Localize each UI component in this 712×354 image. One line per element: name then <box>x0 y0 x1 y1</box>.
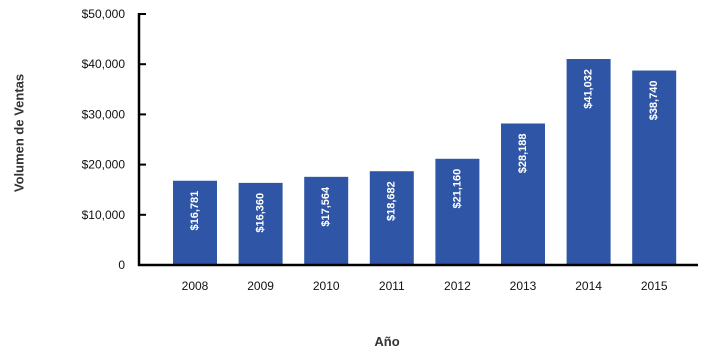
bar-value-label: $21,160 <box>451 169 463 209</box>
x-tick-label: 2008 <box>182 279 209 293</box>
bar-value-label: $38,740 <box>648 81 660 121</box>
x-tick-label: 2012 <box>444 279 471 293</box>
bar-value-label: $41,032 <box>583 69 595 109</box>
bar <box>238 182 283 265</box>
y-tick-label: $20,000 <box>82 158 126 172</box>
y-axis-title: Volumen de Ventas <box>11 74 26 192</box>
bars: $16,781 $16,360 $17,564 $18,682 $21,160 $28,1… <box>173 59 677 265</box>
bar <box>173 180 217 265</box>
x-tick-label: 2015 <box>641 279 668 293</box>
bar-value-label: $17,564 <box>320 186 332 227</box>
bar <box>501 123 545 265</box>
x-axis-ticks: 2008 2009 2010 2011 2012 2013 2014 2015 <box>182 279 668 293</box>
x-tick-label: 2011 <box>379 279 405 293</box>
bar-value-label: $18,682 <box>386 181 398 221</box>
x-axis-title: Año <box>374 334 399 349</box>
bar <box>304 176 349 265</box>
bar <box>632 70 677 265</box>
bar <box>369 171 414 265</box>
y-tick-label: $30,000 <box>82 107 126 121</box>
bar-value-label: $16,781 <box>189 191 201 231</box>
y-tick-label: $40,000 <box>82 57 126 71</box>
y-axis-ticks: 0 $10,000 $20,000 $30,000 $40,000 $50,000 <box>82 7 146 272</box>
bar-value-label: $16,360 <box>255 193 267 233</box>
bar <box>566 59 611 265</box>
bar-value-label: $28,188 <box>517 133 529 173</box>
y-tick-label: $50,000 <box>82 7 126 21</box>
x-tick-label: 2010 <box>313 279 340 293</box>
y-tick-label: $10,000 <box>82 208 126 222</box>
x-tick-label: 2013 <box>510 279 537 293</box>
y-axis-title-group: Volumen de Ventas <box>11 74 26 192</box>
x-tick-label: 2014 <box>575 279 602 293</box>
bar <box>435 158 480 265</box>
y-tick-label: 0 <box>118 258 125 272</box>
x-tick-label: 2009 <box>247 279 274 293</box>
axes <box>137 13 698 267</box>
